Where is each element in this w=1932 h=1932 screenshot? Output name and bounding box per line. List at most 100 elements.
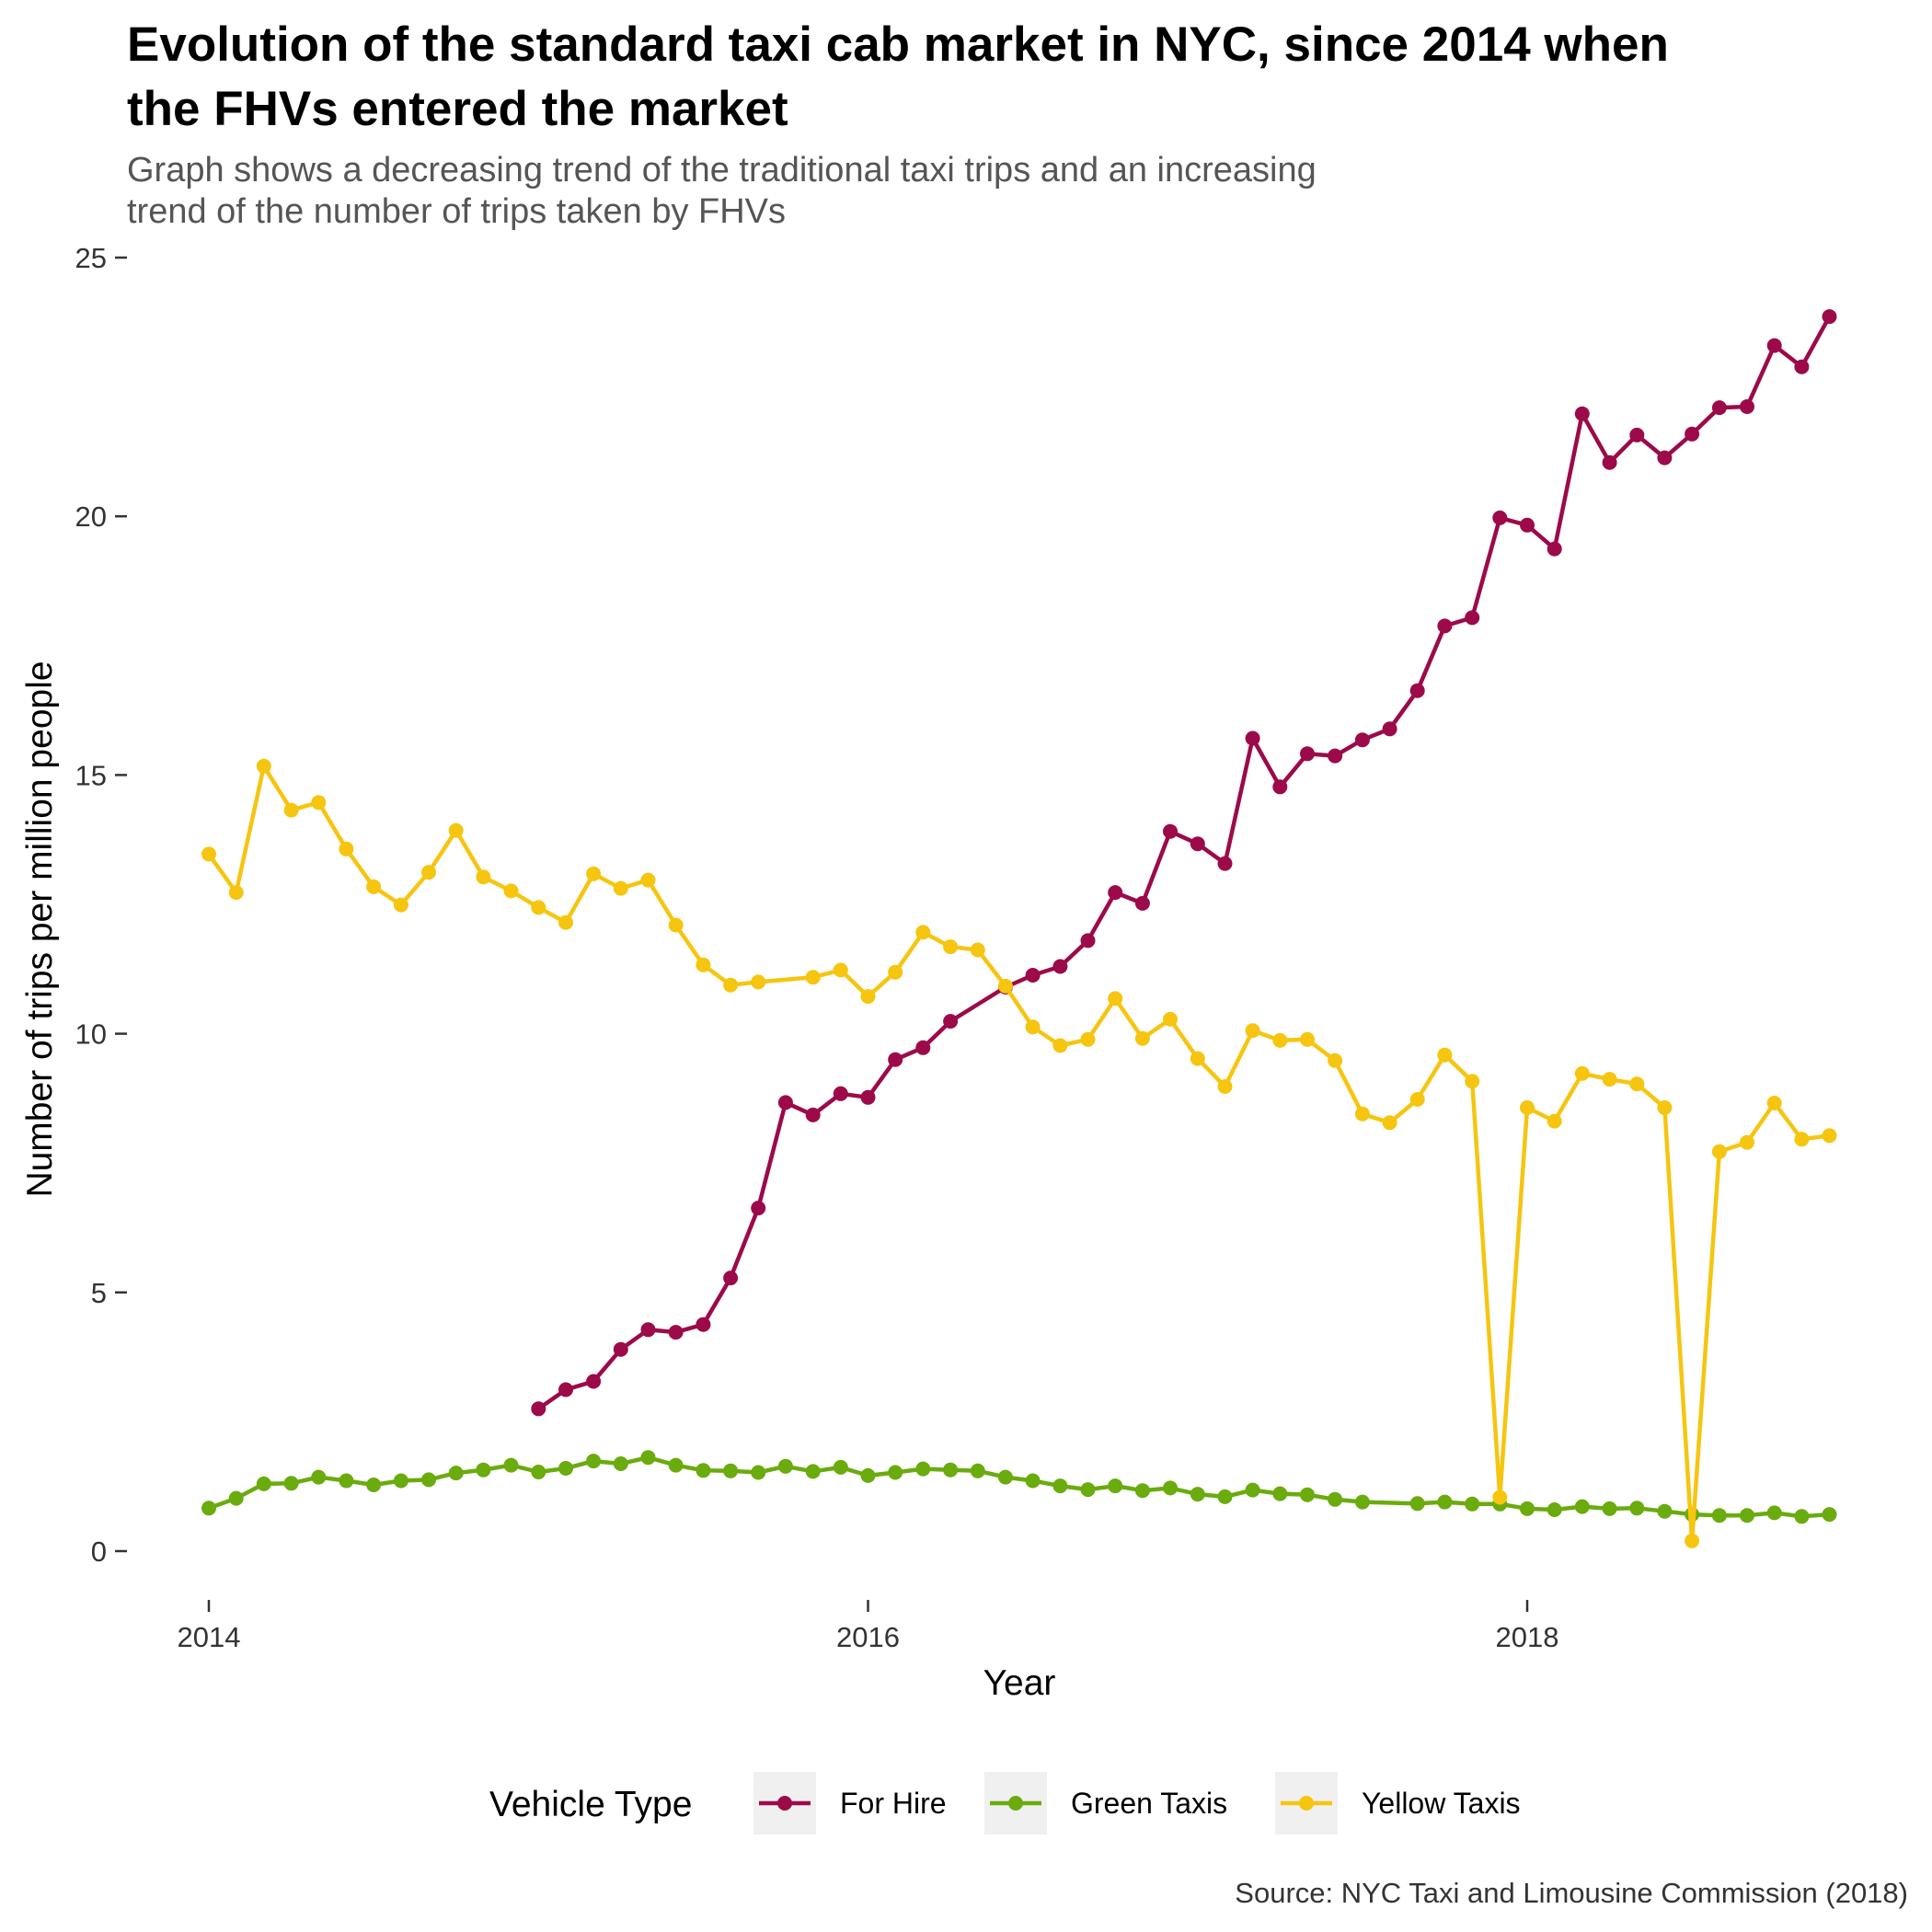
data-point-yellow-taxis (1245, 1023, 1260, 1039)
y-tick-label: 20 (75, 500, 107, 533)
data-point-for-hire (723, 1271, 739, 1286)
data-point-for-hire (1657, 450, 1673, 466)
plot-area (201, 309, 1837, 1548)
data-point-for-hire (860, 1089, 876, 1105)
data-point-green-taxis (997, 1469, 1013, 1485)
y-tick-label: 0 (91, 1535, 107, 1568)
data-point-green-taxis (366, 1478, 382, 1492)
data-point-for-hire (833, 1086, 848, 1101)
data-point-for-hire (1382, 721, 1397, 737)
data-point-green-taxis (1080, 1482, 1096, 1498)
data-point-yellow-taxis (943, 939, 959, 955)
data-point-for-hire (1108, 885, 1123, 901)
data-point-yellow-taxis (1766, 1096, 1782, 1110)
data-point-yellow-taxis (668, 917, 684, 933)
data-point-green-taxis (860, 1467, 876, 1483)
data-point-green-taxis (1134, 1483, 1150, 1499)
y-tick-label: 15 (75, 759, 107, 791)
data-point-yellow-taxis (339, 841, 354, 857)
data-point-green-taxis (888, 1465, 903, 1480)
data-point-green-taxis (1025, 1473, 1041, 1489)
data-point-green-taxis (1108, 1478, 1123, 1494)
legend: Vehicle Type For Hire Green Taxis Yellow T… (489, 1772, 1521, 1834)
data-point-yellow-taxis (1217, 1079, 1233, 1094)
data-point-yellow-taxis (997, 978, 1013, 994)
data-point-yellow-taxis (613, 880, 628, 896)
data-point-for-hire (1465, 610, 1480, 626)
data-point-green-taxis (805, 1464, 821, 1479)
data-point-yellow-taxis (476, 869, 491, 885)
data-point-yellow-taxis (421, 865, 436, 880)
data-point-green-taxis (1602, 1501, 1617, 1516)
data-point-green-taxis (613, 1456, 628, 1471)
legend-item-for-hire: For Hire (753, 1772, 947, 1834)
data-point-for-hire (1080, 933, 1096, 949)
legend-key-point (1008, 1796, 1023, 1811)
data-point-yellow-taxis (1822, 1128, 1837, 1144)
data-point-green-taxis (1245, 1482, 1260, 1498)
data-point-for-hire (1025, 968, 1041, 983)
data-point-yellow-taxis (393, 897, 408, 913)
data-point-green-taxis (283, 1476, 299, 1491)
data-point-yellow-taxis (1685, 1533, 1700, 1548)
data-point-for-hire (1052, 959, 1068, 974)
data-point-for-hire (1766, 338, 1782, 353)
data-point-green-taxis (1052, 1478, 1068, 1494)
chart-title-line-2: the FHVs entered the market (127, 82, 788, 136)
data-point-green-taxis (531, 1465, 546, 1479)
data-point-for-hire (1574, 406, 1590, 421)
data-point-for-hire (1520, 517, 1535, 533)
legend-key-point (1299, 1796, 1314, 1811)
data-point-green-taxis (558, 1461, 573, 1476)
data-point-for-hire (1629, 427, 1645, 443)
data-point-green-taxis (393, 1473, 408, 1489)
data-point-green-taxis (311, 1469, 327, 1485)
chart-subtitle: Graph shows a decreasing trend of the tr… (127, 151, 1317, 190)
data-point-yellow-taxis (1409, 1092, 1425, 1107)
data-point-green-taxis (1547, 1502, 1562, 1517)
data-point-green-taxis (1465, 1496, 1480, 1512)
data-point-green-taxis (943, 1462, 959, 1478)
data-point-for-hire (1547, 541, 1562, 557)
data-point-green-taxis (1520, 1501, 1535, 1516)
data-point-for-hire (1134, 895, 1150, 911)
y-axis-title: Number of trips per million people (20, 661, 60, 1197)
data-point-green-taxis (751, 1465, 766, 1480)
y-tick-label: 5 (91, 1277, 107, 1309)
data-point-green-taxis (1657, 1503, 1673, 1519)
x-tick-label: 2014 (178, 1621, 241, 1653)
legend-item-yellow-taxis: Yellow Taxis (1275, 1772, 1521, 1834)
data-point-green-taxis (1629, 1501, 1645, 1516)
data-point-green-taxis (970, 1463, 985, 1478)
data-point-yellow-taxis (503, 883, 519, 899)
data-point-for-hire (1217, 856, 1233, 871)
x-tick-label: 2018 (1496, 1621, 1559, 1653)
data-point-for-hire (1300, 746, 1315, 762)
data-point-for-hire (668, 1325, 684, 1340)
data-point-green-taxis (1300, 1487, 1315, 1502)
data-point-green-taxis (1822, 1507, 1837, 1523)
data-point-green-taxis (696, 1463, 711, 1478)
data-point-green-taxis (1354, 1494, 1370, 1510)
series-green-taxis (201, 1450, 1837, 1524)
data-point-yellow-taxis (1328, 1052, 1343, 1068)
data-point-green-taxis (1740, 1508, 1754, 1524)
data-point-yellow-taxis (1629, 1076, 1645, 1092)
data-point-yellow-taxis (1740, 1134, 1754, 1150)
data-point-for-hire (888, 1052, 903, 1067)
data-point-yellow-taxis (1520, 1100, 1535, 1115)
series-line-for-hire (536, 314, 1832, 1411)
legend-label-green-taxis: Green Taxis (1071, 1787, 1227, 1820)
data-point-yellow-taxis (1108, 991, 1123, 1006)
series-for-hire (531, 309, 1837, 1417)
data-point-yellow-taxis (1190, 1051, 1205, 1066)
data-point-yellow-taxis (1163, 1011, 1178, 1027)
data-point-green-taxis (586, 1454, 602, 1469)
y-axis: 0 5 10 15 20 25 (75, 242, 127, 1568)
data-point-yellow-taxis (311, 795, 327, 811)
data-point-yellow-taxis (970, 942, 985, 958)
data-point-green-taxis (1272, 1486, 1288, 1501)
data-point-for-hire (1492, 510, 1508, 525)
data-point-yellow-taxis (751, 974, 766, 990)
x-tick-label: 2016 (836, 1621, 900, 1653)
